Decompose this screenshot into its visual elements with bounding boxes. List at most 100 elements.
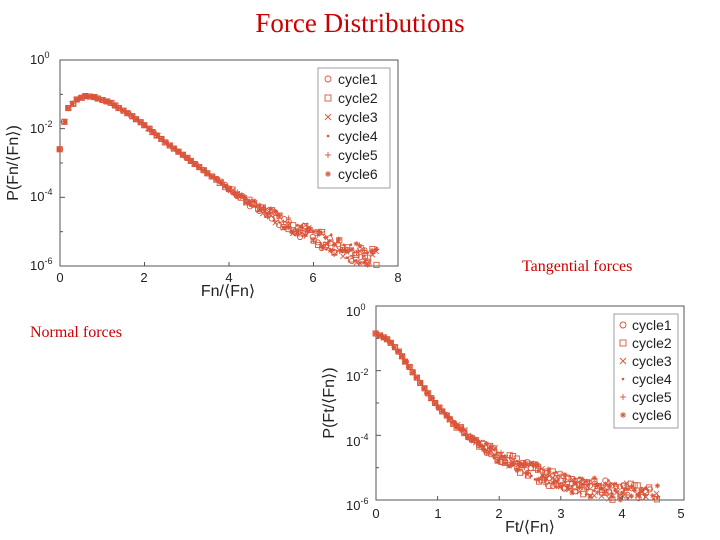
data-point-cycle4 [563, 480, 567, 484]
data-point-cycle6 [624, 486, 630, 492]
axis-ticks [59, 59, 399, 267]
legend-marker-cycle2 [619, 339, 627, 347]
data-point-cycle6 [436, 404, 442, 411]
data-point-cycle3 [623, 480, 630, 487]
data-point-cycle6 [535, 476, 541, 483]
data-point-cycle6 [628, 493, 635, 499]
data-point-cycle5 [576, 480, 583, 486]
x-tick-label-1: 0 [56, 270, 63, 285]
data-point-cycle6 [56, 146, 63, 152]
data-point-cycle2 [336, 237, 343, 244]
data-point-cycle6 [298, 224, 304, 230]
data-point-cycle3 [340, 253, 346, 260]
data-point-cycle2 [634, 482, 641, 489]
data-point-cycle6 [594, 482, 601, 488]
data-point-cycle4 [257, 209, 261, 213]
data-point-cycle6 [336, 236, 342, 242]
data-point-cycle6 [620, 490, 626, 496]
data-point-cycle2 [549, 468, 556, 475]
legend-marker-cycle1 [324, 75, 332, 83]
data-point-cycle6 [332, 242, 338, 248]
data-point-cycle2 [290, 222, 297, 229]
data-point-cycle6 [146, 126, 152, 132]
data-point-cycle4 [355, 258, 358, 262]
data-point-cycle6 [373, 330, 379, 337]
data-point-cycle6 [306, 228, 312, 234]
data-point-cycle6 [285, 224, 292, 231]
data-point-cycle6 [225, 187, 232, 194]
legend-label-cycle2: cycle2 [632, 335, 672, 351]
data-point-cycle6 [188, 158, 195, 164]
data-point-cycle4 [362, 254, 366, 257]
x-tick-label-2: 2 [140, 270, 147, 285]
data-point-cycle6 [388, 340, 394, 346]
data-point-cycle4 [332, 248, 336, 252]
data-point-cycle4 [244, 201, 247, 205]
data-point-cycle6 [468, 438, 475, 444]
data-point-cycle6 [635, 492, 641, 498]
legend-markers [619, 321, 627, 418]
data-point-cycle5 [492, 447, 498, 453]
data-point-cycle6 [410, 369, 417, 375]
data-point-cycle6 [480, 447, 487, 453]
data-point-cycle1 [616, 483, 624, 490]
data-point-cycle2 [302, 222, 309, 230]
y-tick-label-4: 10-6 [346, 496, 368, 513]
data-point-cycle6 [528, 460, 534, 466]
legend-marker-cycle5 [325, 152, 331, 158]
data-point-cycle6 [432, 400, 438, 406]
data-point-cycle4 [325, 248, 328, 251]
data-point-cycle6 [288, 229, 295, 235]
data-point-cycle2 [373, 261, 380, 268]
data-point-cycle6 [62, 119, 68, 125]
axis-ticks [375, 305, 685, 501]
data-point-cycle6 [532, 462, 539, 468]
data-point-cycle1 [296, 233, 304, 241]
x-tick-label-4: 6 [309, 270, 316, 285]
data-point-cycle6 [104, 98, 110, 105]
x-tick-label-2: 1 [434, 506, 441, 521]
data-point-cycle6 [606, 483, 612, 489]
data-point-cycle6 [242, 194, 248, 200]
legend-box [317, 67, 391, 189]
data-point-cycle6 [256, 202, 262, 208]
data-point-cycle4 [359, 245, 362, 249]
legend-marker-cycle3 [324, 113, 332, 121]
legend-marker-cycle6 [620, 412, 626, 418]
x-tick-label-6: 5 [677, 506, 684, 521]
data-point-cycle5 [483, 449, 490, 455]
data-point-cycle6 [542, 475, 548, 481]
data-point-cycle6 [422, 385, 428, 391]
data-point-cycle4 [555, 470, 558, 474]
data-point-cycle4 [470, 434, 474, 438]
legend-markers [324, 75, 332, 177]
data-point-cycle6 [154, 132, 160, 139]
data-point-cycle6 [222, 183, 229, 190]
data-point-cycle6 [172, 145, 178, 152]
data-point-cycle6 [213, 176, 220, 182]
data-point-cycle5 [272, 218, 278, 224]
data-point-cycle6 [477, 443, 483, 449]
data-point-cycle5 [542, 481, 549, 487]
legend-label-cycle3: cycle3 [338, 109, 378, 125]
data-point-cycle6 [403, 359, 409, 365]
x-tick-label-1: 0 [372, 506, 379, 521]
data-point-cycle4 [607, 479, 610, 482]
data-point-cycle6 [343, 248, 350, 254]
data-point-cycle5 [462, 431, 468, 437]
data-point-cycle6 [77, 95, 83, 101]
data-point-cycle6 [554, 478, 560, 484]
data-point-cycle4 [345, 256, 349, 260]
y-tick-label-1: 100 [346, 302, 365, 319]
data-point-cycle4 [547, 481, 551, 485]
legend-label-cycle5: cycle5 [632, 389, 672, 405]
data-point-cycle2 [568, 476, 575, 483]
data-point-cycle6 [557, 483, 563, 490]
x-tick-label-3: 4 [225, 270, 232, 285]
data-point-cycle6 [166, 142, 172, 149]
data-point-cycle5 [502, 455, 508, 461]
data-point-cycle6 [487, 443, 493, 449]
data-point-cycle6 [617, 497, 623, 503]
data-point-cycle6 [82, 93, 89, 99]
data-point-cycle6 [514, 467, 520, 473]
